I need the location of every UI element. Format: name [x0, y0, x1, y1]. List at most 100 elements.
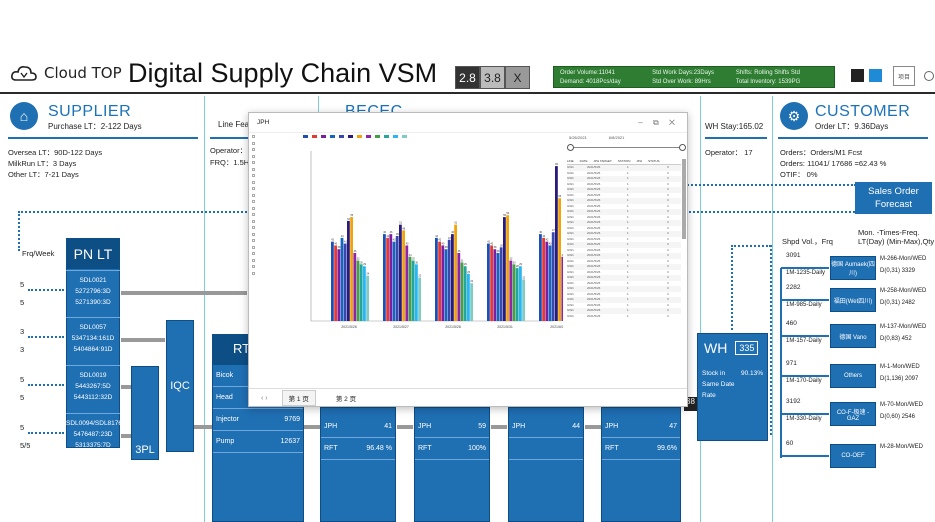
filter-checkbox[interactable]	[252, 252, 255, 255]
filter-checkbox[interactable]	[252, 154, 255, 158]
bar	[457, 253, 461, 321]
filter-checkbox[interactable]	[252, 213, 255, 216]
slider-handle-start[interactable]	[567, 144, 574, 151]
table-cell: 1	[627, 176, 629, 180]
pn-group[interactable]: SDL0094/SDL8176 5476487:23D 5313375:7D	[66, 418, 122, 451]
flow-arrow-2	[121, 338, 165, 342]
table-cell: 2021/5/26	[587, 187, 601, 191]
filter-checkbox[interactable]	[252, 219, 255, 223]
table-cell: 3	[667, 225, 669, 230]
table-cell: GW1	[567, 203, 574, 208]
filter-checkbox[interactable]	[252, 245, 255, 249]
info-icon[interactable]	[924, 71, 934, 81]
filter-checkbox[interactable]	[252, 180, 255, 184]
rt-row[interactable]: Head	[213, 387, 303, 409]
table-row: GW1 2021/5/26 1 3	[567, 231, 681, 237]
bar-label: 36	[497, 250, 500, 253]
station-arrow	[397, 425, 413, 429]
table-row: GW1 2021/5/26 1 3	[567, 297, 681, 303]
filter-checkbox[interactable]	[252, 271, 255, 275]
table-cell: 2021/5/26	[587, 247, 601, 252]
station-block[interactable]: JPH 41 RFT 96.48 %	[320, 407, 396, 522]
filter-checkbox[interactable]	[252, 226, 255, 229]
cust-d: D(0,31) 2482	[880, 300, 916, 306]
filter-checkbox[interactable]	[252, 200, 255, 203]
rft-label: RFT	[605, 445, 619, 452]
station-block[interactable]: JPH 44	[508, 407, 584, 522]
cust-branch	[781, 413, 829, 415]
date-slider[interactable]	[571, 147, 683, 148]
menu-button[interactable]: 项目	[893, 66, 915, 86]
filter-checkbox[interactable]	[252, 135, 255, 138]
filter-checkbox[interactable]	[252, 258, 255, 262]
table-cell: 3	[667, 280, 669, 285]
filter-checkbox[interactable]	[252, 161, 255, 164]
3pl-block[interactable]: 3PL	[131, 366, 159, 460]
table-cell: 2021/5/26	[587, 302, 601, 307]
customer-box[interactable]: CO-OEF	[830, 444, 876, 468]
wh-label: WH	[704, 340, 728, 356]
table-cell: 1	[627, 203, 629, 208]
filter-checkbox[interactable]	[252, 239, 255, 242]
bar-label: 41	[344, 241, 347, 244]
bar	[545, 241, 549, 321]
legend-swatch	[303, 135, 308, 138]
table-cell: GW1	[567, 181, 574, 186]
version-button-3-8[interactable]: 3.8	[480, 66, 505, 89]
filter-checkbox[interactable]	[252, 174, 255, 177]
filter-checkbox[interactable]	[252, 167, 255, 171]
filter-checkbox[interactable]	[252, 265, 255, 268]
table-cell: GW1	[567, 165, 574, 169]
table-cell: 3	[667, 286, 669, 290]
wh-block[interactable]: WH 335 Stock in Same Date Rate 90.13%	[697, 333, 768, 441]
table-row: GW1 2021/5/26 1 3	[567, 280, 681, 286]
customer-box[interactable]: 德国 Aumaek(四川)	[830, 256, 876, 280]
pn-group[interactable]: SDL0021 5272796:3D 5271390:3D	[66, 275, 120, 308]
rt-key: Bicok	[216, 372, 234, 379]
tab-page-1[interactable]: 第 1 页	[281, 390, 316, 406]
station-block[interactable]: JPH 47 RFT 99.6%	[601, 407, 681, 522]
table-cell: 1	[627, 269, 629, 274]
filter-checkbox[interactable]	[252, 141, 255, 145]
cloud-icon	[11, 66, 37, 81]
table-cell: 1	[627, 313, 629, 318]
jph-popup-window[interactable]: JPH – ⧉ ✕ 42 40 38 44 41 53 55 36 32 30 29 24 2021/5…	[248, 112, 688, 407]
pn-group[interactable]: SDL0019 5443267:5D 5443112:32D	[66, 370, 120, 403]
blue-theme-button[interactable]	[869, 69, 882, 82]
filter-panel[interactable]	[252, 135, 284, 285]
table-scrollbar[interactable]	[682, 159, 686, 239]
sales-order-forecast-button[interactable]: Sales Order Forecast	[855, 182, 932, 214]
filter-checkbox[interactable]	[252, 232, 255, 236]
filter-checkbox[interactable]	[252, 187, 255, 190]
window-controls[interactable]: – ⧉ ✕	[638, 117, 679, 127]
supplier-title: SUPPLIER	[48, 103, 132, 120]
bar	[405, 245, 409, 321]
tab-page-2[interactable]: 第 2 页	[335, 396, 357, 403]
table-header-cell: JPH	[636, 159, 643, 163]
customer-box[interactable]: Others	[830, 364, 876, 388]
filter-checkbox[interactable]	[252, 148, 255, 151]
bar-label: 40	[406, 242, 409, 245]
table-cell: GW1	[567, 231, 574, 235]
customer-box[interactable]: CO-F-极速 -GAZ	[830, 402, 876, 426]
table-cell: 1	[627, 264, 629, 268]
customer-box[interactable]: 福田(Wet四川)	[830, 288, 876, 312]
filter-checkbox[interactable]	[252, 193, 255, 197]
customer-box[interactable]: 德国 Vano	[830, 324, 876, 348]
version-button-2-8[interactable]: 2.8	[455, 66, 480, 89]
slider-handle-end[interactable]	[679, 144, 686, 151]
iqc-block[interactable]: IQC	[166, 320, 194, 452]
bar-label: 32	[357, 258, 360, 261]
close-button[interactable]: X	[505, 66, 530, 89]
rt-row[interactable]: Injector 9769	[213, 409, 303, 431]
rt-row[interactable]: Pump 12637	[213, 431, 303, 453]
station-block[interactable]: JPH 59 RFT 100%	[414, 407, 490, 522]
data-table[interactable]: LINE DATE JPH TARGET STATION JPH STATUS GW1 202…	[567, 159, 681, 379]
line-operator: Operator：	[210, 146, 248, 155]
tab-prev-icon[interactable]: ‹ ›	[261, 394, 268, 402]
filter-checkbox[interactable]	[252, 206, 255, 210]
bar	[395, 236, 399, 321]
pn-group[interactable]: SDL0057 5347134:161D 5404864:91D	[66, 322, 120, 355]
dark-theme-button[interactable]	[851, 69, 864, 82]
bar	[415, 264, 418, 321]
